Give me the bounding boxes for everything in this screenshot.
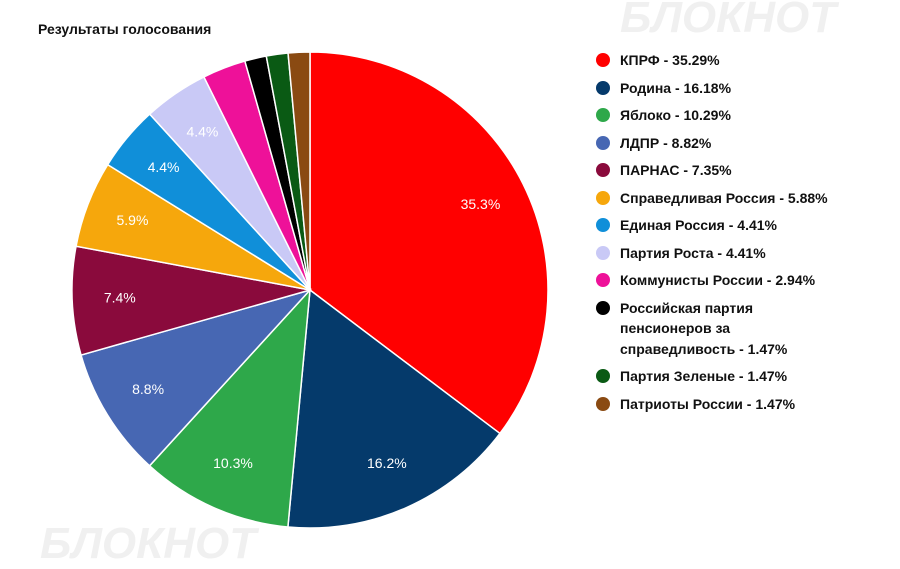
pie-slice [287, 51, 311, 291]
slice-label: 8.8% [132, 381, 164, 397]
legend-item: Родина - 16.18% [596, 78, 896, 99]
legend-item: Патриоты России - 1.47% [596, 394, 896, 415]
legend-item: Единая Россия - 4.41% [596, 215, 896, 236]
legend-item: Коммунисты России - 2.94% [596, 270, 896, 291]
legend-swatch [596, 396, 610, 411]
slice-label: 4.4% [186, 124, 218, 140]
legend-swatch [596, 273, 610, 287]
legend-swatch [596, 135, 610, 150]
pie: 35.3% 16.2% 10.3% 8.8% 7.4% 5.9% 4.4% 4.4% [71, 51, 549, 529]
legend-item: ПАРНАС - 7.35% [596, 160, 896, 181]
legend-label: Справедливая Россия - 5.88% [620, 189, 828, 206]
legend-label: Родина - 16.18% [620, 79, 732, 96]
slice-label: 7.4% [104, 289, 136, 305]
legend-label: Коммунисты России - 2.94% [620, 272, 816, 288]
legend-swatch [596, 80, 610, 95]
legend-item: Партия Роста - 4.41% [596, 243, 896, 264]
legend-swatch [596, 163, 610, 177]
legend-swatch [596, 245, 610, 260]
pie-slice [71, 245, 311, 356]
legend-swatch [596, 300, 610, 315]
legend-item: Справедливая Россия - 5.88% [596, 188, 896, 209]
legend-item: Яблоко - 10.29% [596, 105, 896, 126]
legend-label: Единая Россия - 4.41% [620, 217, 777, 233]
watermark: БЛОКНОТ [40, 519, 259, 568]
legend-swatch [596, 53, 610, 67]
legend: КПРФ - 35.29% Родина - 16.18% Яблоко - 10.… [596, 50, 896, 421]
legend-item: ЛДПР - 8.82% [596, 133, 896, 154]
chart-title: Результаты голосования [38, 21, 211, 37]
pie-slice [287, 288, 501, 529]
pie-slice [148, 287, 311, 528]
slice-label: 35.3% [461, 196, 501, 212]
slice-label: 4.4% [148, 159, 180, 175]
pie-slice [80, 288, 313, 467]
legend-swatch [596, 108, 610, 122]
slice-label: 16.2% [367, 455, 407, 471]
legend-swatch [596, 218, 610, 232]
legend-label: КПРФ - 35.29% [620, 52, 720, 68]
legend-item: КПРФ - 35.29% [596, 50, 896, 71]
legend-label: ПАРНАС - 7.35% [620, 162, 732, 178]
pie-slice [309, 51, 549, 435]
legend-label: Патриоты России - 1.47% [620, 395, 796, 412]
legend-swatch [596, 190, 610, 205]
legend-label: Партия Роста - 4.41% [620, 244, 766, 261]
slice-label: 5.9% [117, 212, 149, 228]
slice-label: 10.3% [213, 455, 253, 471]
legend-label: Партия Зеленые - 1.47% [620, 368, 788, 384]
legend-label: Яблоко - 10.29% [620, 107, 731, 123]
legend-label: ЛДПР - 8.82% [620, 134, 712, 151]
watermark: БЛОКНОТ [620, 0, 839, 42]
legend-item: Партия Зеленые - 1.47% [596, 366, 896, 387]
legend-label: Российская партия пенсионеров за справед… [620, 299, 788, 357]
legend-swatch [596, 369, 610, 383]
legend-item: Российская партия пенсионеров за справед… [596, 298, 896, 360]
